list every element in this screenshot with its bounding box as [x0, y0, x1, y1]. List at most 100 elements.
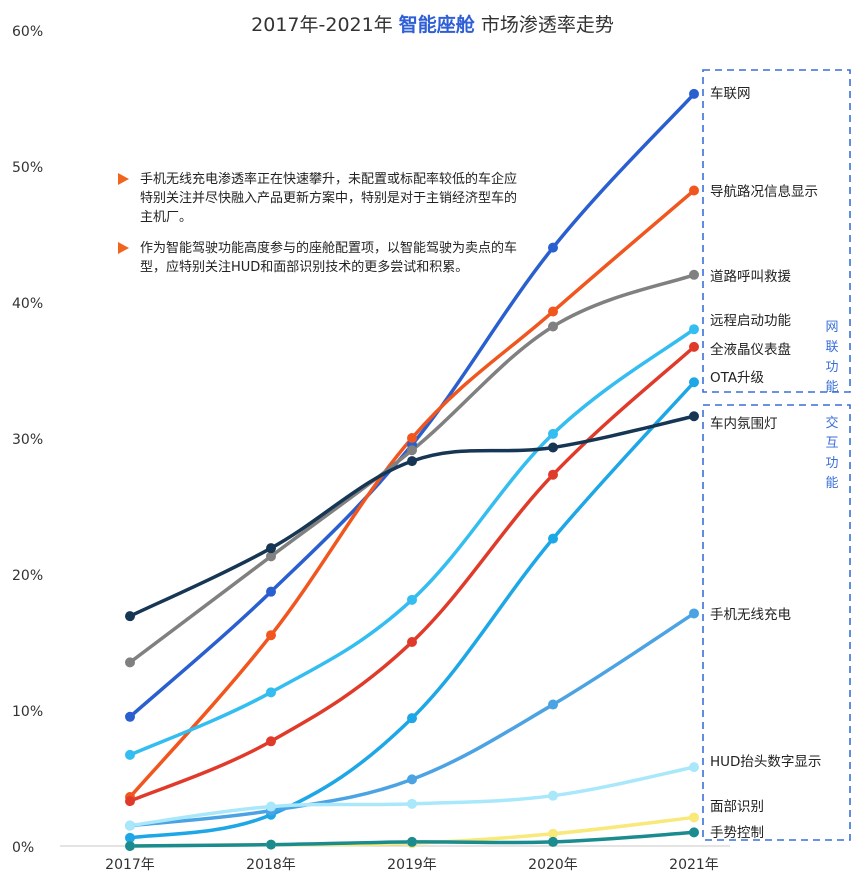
data-point	[689, 827, 699, 838]
data-point	[125, 841, 135, 851]
data-point	[266, 839, 276, 850]
series-label: 导航路况信息显示	[710, 183, 818, 200]
note-item: 作为智能驾驶功能高度参与的座舱配置项，以智能驾驶为卖点的车型，应特别关注HUD和…	[118, 239, 528, 277]
series-label: 全液晶仪表盘	[710, 341, 791, 358]
x-tick-label: 2019年	[387, 857, 437, 873]
group-label-char: 能	[825, 476, 839, 491]
data-point	[548, 306, 558, 317]
data-point	[407, 445, 417, 456]
data-point	[548, 533, 558, 544]
chart-title: 2017年-2021年 智能座舱 市场渗透率走势	[0, 10, 865, 37]
data-point	[548, 828, 558, 839]
y-tick-label: 0%	[12, 840, 34, 856]
data-point	[266, 551, 276, 562]
x-tick-label: 2018年	[246, 857, 296, 873]
data-point	[407, 798, 417, 809]
data-point	[125, 749, 135, 760]
series-label: 车内氛围灯	[710, 415, 778, 432]
group-label-char: 交	[825, 416, 839, 431]
annotation-notes: 手机无线充电渗透率正在快速攀升，未配置或标配率较低的车企应特别关注并尽快融入产品…	[118, 170, 528, 289]
data-point	[689, 324, 699, 335]
data-point	[689, 411, 699, 422]
group-label-char: 网	[825, 320, 839, 335]
title-prefix: 2017年-2021年	[251, 14, 393, 36]
y-tick-label: 20%	[12, 568, 43, 584]
group-label-char: 互	[825, 436, 839, 451]
data-point	[407, 637, 417, 647]
bullet-triangle-icon	[118, 242, 129, 254]
series-label: 手机无线充电	[710, 607, 791, 623]
note-text: 手机无线充电渗透率正在快速攀升，未配置或标配率较低的车企应特别关注并尽快融入产品…	[140, 172, 518, 225]
group-box-interaction	[702, 404, 851, 841]
series-label: 手势控制	[710, 825, 764, 841]
data-point	[548, 469, 558, 480]
title-suffix: 市场渗透率走势	[480, 14, 614, 36]
data-point	[125, 820, 135, 831]
data-point	[548, 428, 558, 439]
group-boxes	[702, 69, 851, 841]
data-point	[548, 242, 558, 253]
data-point	[266, 801, 276, 812]
data-point	[689, 608, 699, 619]
bullet-triangle-icon	[118, 173, 129, 185]
series-points	[125, 88, 699, 851]
series-label: 道路呼叫救援	[710, 269, 791, 285]
data-point	[548, 699, 558, 710]
series-label: 面部识别	[710, 799, 764, 815]
data-point	[407, 774, 417, 785]
data-point	[125, 796, 135, 807]
data-point	[407, 594, 417, 605]
y-tick-label: 10%	[12, 704, 43, 720]
group-label-char: 功	[825, 456, 839, 471]
series-line	[128, 380, 696, 840]
y-tick-label: 50%	[12, 160, 43, 176]
title-highlight: 智能座舱	[398, 14, 475, 36]
series-line	[128, 327, 696, 757]
data-point	[689, 185, 699, 196]
data-point	[548, 442, 558, 453]
data-point	[266, 586, 276, 597]
series-label: HUD抬头数字显示	[710, 754, 821, 770]
note-text: 作为智能驾驶功能高度参与的座舱配置项，以智能驾驶为卖点的车型，应特别关注HUD和…	[140, 241, 518, 275]
y-tick-label: 60%	[12, 24, 43, 40]
y-tick-label: 40%	[12, 296, 43, 312]
group-label-interaction: 交互功能	[824, 414, 840, 494]
data-point	[689, 377, 699, 388]
group-box-network	[702, 69, 851, 393]
data-point	[689, 88, 699, 99]
data-point	[266, 543, 276, 554]
series-label: 远程启动功能	[710, 313, 791, 329]
axes: 0% 10% 20% 30% 40% 50% 60% 2017年 2018年 2019年 2020年…	[12, 24, 730, 873]
data-point	[125, 832, 135, 843]
data-point	[689, 341, 699, 352]
data-point	[407, 713, 417, 724]
data-point	[548, 790, 558, 801]
series-label: 车联网	[710, 85, 751, 102]
group-label-char: 能	[825, 380, 839, 395]
data-point	[266, 736, 276, 747]
data-point	[689, 269, 699, 280]
data-point	[125, 657, 135, 668]
group-label-network: 网联功能	[824, 318, 840, 398]
data-point	[689, 762, 699, 773]
data-point	[548, 321, 558, 332]
x-tick-label: 2017年	[105, 857, 155, 873]
data-point	[125, 611, 135, 622]
x-tick-label: 2021年	[669, 857, 719, 873]
series-line	[128, 345, 696, 803]
group-label-char: 联	[825, 340, 839, 355]
data-point	[266, 687, 276, 698]
data-point	[125, 711, 135, 722]
data-point	[407, 456, 417, 467]
x-tick-label: 2020年	[528, 857, 578, 873]
data-point	[266, 630, 276, 641]
group-label-char: 功	[825, 360, 839, 375]
data-point	[407, 836, 417, 847]
data-point	[689, 812, 699, 823]
note-item: 手机无线充电渗透率正在快速攀升，未配置或标配率较低的车企应特别关注并尽快融入产品…	[118, 170, 528, 227]
data-point	[407, 433, 417, 443]
data-point	[548, 836, 558, 847]
